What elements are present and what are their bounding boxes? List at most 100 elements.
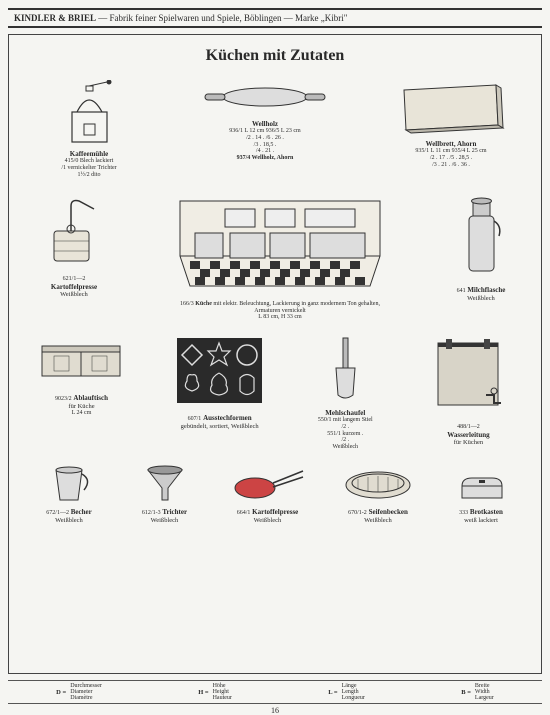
- row-3: 9023/2 Ablauftisch für Küche L 24 cm 607…: [29, 331, 521, 450]
- mehlschaufel-l3: 551/1 kurzem .: [305, 431, 385, 438]
- mehlschaufel-l5: Weißblech: [305, 444, 385, 451]
- item-brotkasten: 333 Brotkasten weiß lackiert: [441, 470, 521, 524]
- kueche-dims: L 83 cm, H 33 cm: [160, 314, 400, 321]
- wellholz-illustration: [180, 77, 350, 117]
- item-wellbrett: Wellbrett, Ahorn 935/1 L 11 cm 935/4 L 2…: [381, 77, 521, 178]
- ausstechformen-sub: gebündelt, sortiert, Weißblech: [165, 423, 275, 431]
- item-ausstechformen: 607/1 Ausstechformen gebündelt, sortiert…: [165, 331, 275, 450]
- row-4: 672/1—2 Becher Weißblech 612/1-3 Trichte…: [29, 460, 521, 524]
- brotkasten-sub: weiß lackiert: [441, 517, 521, 525]
- page-title: Küchen mit Zutaten: [29, 47, 521, 65]
- legend-l: L = LängeLengthLongueur: [328, 683, 365, 701]
- brand-tagline: — Fabrik feiner Spielwaren und Spiele, B…: [96, 13, 347, 23]
- becher-code: 672/1—2: [46, 510, 69, 516]
- kaffeemuehle-l2: /1 vernickelter Trichter: [29, 165, 149, 172]
- item-wellholz: Wellholz 936/1 L 12 cm 936/5 L 23 cm /2 …: [180, 77, 350, 178]
- item-ablauftisch: 9023/2 Ablauftisch für Küche L 24 cm: [29, 331, 134, 450]
- wellholz-l5: 937/4 Wellholz, Ahorn: [180, 155, 350, 162]
- wasserleitung-illustration: [416, 331, 521, 421]
- footer-legend: D = DurchmesserDiameterDiamètre H = Höhe…: [8, 680, 542, 704]
- wellholz-l4: /4 . 21 .: [180, 148, 350, 155]
- kp2-code: 664/1: [237, 510, 251, 516]
- kartoffelpresse2-illustration: [220, 460, 315, 505]
- kueche-code: 166/3: [180, 301, 194, 307]
- legend-d-abbr: D =: [56, 689, 66, 696]
- becher-name: Becher: [71, 508, 92, 516]
- wellholz-name: Wellholz: [180, 120, 350, 128]
- kartoffelpresse-code: 621/1—2: [29, 276, 119, 283]
- brotkasten-name: Brotkasten: [470, 508, 503, 516]
- ausstechformen-name: Ausstechformen: [203, 414, 252, 422]
- milchflasche-illustration: [441, 188, 521, 283]
- kueche-desc: mit elektr. Beleuchtung, Lackierung in g…: [212, 301, 380, 314]
- kp2-sub: Weißblech: [220, 517, 315, 525]
- wellbrett-l3: /3 . 21 . /6 . 36 .: [381, 162, 521, 169]
- seifenbecken-sub: Weißblech: [331, 517, 426, 525]
- kartoffelpresse-illustration: [29, 188, 119, 273]
- brotkasten-code: 333: [459, 510, 468, 516]
- seifenbecken-code: 670/1-2: [348, 510, 367, 516]
- row-2: 621/1—2 Kartoffelpresse Weißblech: [29, 188, 521, 321]
- item-kartoffelpresse2: 664/1 Kartoffelpresse Weißblech: [220, 460, 315, 524]
- seifenbecken-name: Seifenbecken: [369, 508, 408, 516]
- row-1: Kaffeemühle 415/0 Blech lackiert /1 vern…: [29, 77, 521, 178]
- kueche-desc-line: 166/3 Küche mit elektr. Beleuchtung, Lac…: [160, 301, 400, 314]
- item-kartoffelpresse: 621/1—2 Kartoffelpresse Weißblech: [29, 188, 119, 321]
- mehlschaufel-illustration: [305, 331, 385, 406]
- ablauftisch-name: Ablauftisch: [73, 394, 108, 402]
- mehlschaufel-l2: /2 .: [305, 424, 385, 431]
- wellbrett-l1: 935/1 L 11 cm 935/4 L 25 cm: [381, 148, 521, 155]
- ablauftisch-dims: L 24 cm: [29, 410, 134, 417]
- wasserleitung-sub: für Küchen: [416, 439, 521, 447]
- becher-sub: Weißblech: [29, 517, 109, 525]
- kaffeemuehle-l1: 415/0 Blech lackiert: [29, 158, 149, 165]
- milchflasche-sub: Weißblech: [441, 295, 521, 303]
- item-trichter: 612/1-3 Trichter Weißblech: [125, 460, 205, 524]
- item-milchflasche: 641 Milchflasche Weißblech: [441, 188, 521, 321]
- brand-name: KINDLER & BRIEL: [14, 13, 96, 23]
- ausstechformen-code: 607/1: [188, 416, 202, 422]
- wellbrett-illustration: [381, 77, 521, 137]
- wellbrett-name: Wellbrett, Ahorn: [381, 140, 521, 148]
- ablauftisch-illustration: [29, 331, 134, 391]
- item-seifenbecken: 670/1-2 Seifenbecken Weißblech: [331, 460, 426, 524]
- wellholz-l3: /3 . 18,5 .: [180, 142, 350, 149]
- becher-illustration: [29, 460, 109, 505]
- item-wasserleitung: 488/1—2 Wasserleitung für Küchen: [416, 331, 521, 450]
- page-number: 16: [8, 706, 542, 715]
- kueche-illustration: [160, 188, 400, 298]
- legend-b-abbr: B =: [461, 689, 471, 696]
- seifenbecken-illustration: [331, 460, 426, 505]
- wellholz-l1: 936/1 L 12 cm 936/5 L 23 cm: [180, 128, 350, 135]
- item-kaffeemuehle: Kaffeemühle 415/0 Blech lackiert /1 vern…: [29, 77, 149, 178]
- legend-h: H = HöheHeightHauteur: [198, 683, 232, 701]
- kartoffelpresse-name: Kartoffelpresse: [29, 283, 119, 291]
- mehlschaufel-l1: 550/1 mit langem Stiel: [305, 417, 385, 424]
- trichter-code: 612/1-3: [142, 510, 161, 516]
- milchflasche-code: 641: [457, 288, 466, 294]
- kaffeemuehle-l3: 1½/2 dito: [29, 172, 149, 179]
- ablauftisch-code: 9023/2: [55, 396, 72, 402]
- milchflasche-name: Milchflasche: [467, 286, 505, 294]
- item-kueche: 166/3 Küche mit elektr. Beleuchtung, Lac…: [160, 188, 400, 321]
- legend-d: D = DurchmesserDiameterDiamètre: [56, 683, 102, 701]
- legend-h-abbr: H =: [198, 689, 208, 696]
- trichter-illustration: [125, 460, 205, 505]
- mehlschaufel-name: Mehlschaufel: [305, 409, 385, 417]
- wellholz-l2: /2 . 14 . /6 . 26 .: [180, 135, 350, 142]
- wellbrett-l2: /2 . 17 . /5 . 28,5 .: [381, 155, 521, 162]
- legend-b: B = BreiteWidthLargeur: [461, 683, 494, 701]
- wasserleitung-code: 488/1—2: [416, 424, 521, 431]
- wasserleitung-name: Wasserleitung: [416, 431, 521, 439]
- kp2-name: Kartoffelpresse: [252, 508, 298, 516]
- kartoffelpresse-sub: Weißblech: [29, 291, 119, 299]
- trichter-sub: Weißblech: [125, 517, 205, 525]
- item-mehlschaufel: Mehlschaufel 550/1 mit langem Stiel /2 .…: [305, 331, 385, 450]
- item-becher: 672/1—2 Becher Weißblech: [29, 460, 109, 524]
- legend-l-abbr: L =: [328, 689, 337, 696]
- catalog-header: KINDLER & BRIEL — Fabrik feiner Spielwar…: [8, 8, 542, 28]
- page-frame: Küchen mit Zutaten Kaffeemühle 415/0 Ble…: [8, 34, 542, 674]
- kaffeemuehle-name: Kaffeemühle: [29, 150, 149, 158]
- mehlschaufel-l4: /2 .: [305, 437, 385, 444]
- kaffeemuehle-illustration: [29, 77, 149, 147]
